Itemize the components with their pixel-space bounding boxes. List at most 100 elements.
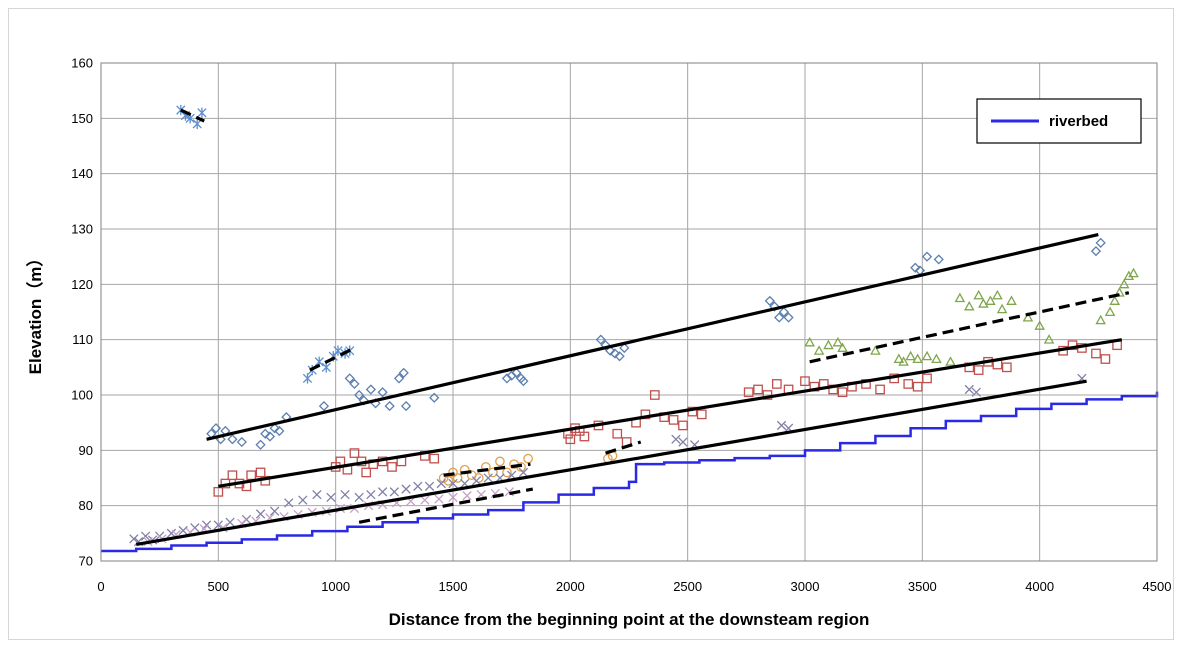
y-tick-label: 70 xyxy=(79,554,93,569)
data-point xyxy=(992,289,1003,300)
data-point xyxy=(448,492,458,503)
data-point xyxy=(302,373,313,384)
data-point xyxy=(192,118,202,130)
data-point xyxy=(349,378,360,390)
data-point xyxy=(413,481,423,491)
riverbed-series xyxy=(101,391,1159,553)
data-point xyxy=(264,431,276,442)
data-point xyxy=(213,486,224,497)
y-tick-label: 150 xyxy=(71,111,93,126)
data-point xyxy=(255,467,266,478)
data-point xyxy=(1067,340,1078,351)
data-point xyxy=(260,428,271,439)
x-tick-label: 3500 xyxy=(908,579,937,594)
data-point xyxy=(298,495,308,505)
x-tick-label: 2500 xyxy=(673,579,702,594)
data-point xyxy=(1128,267,1139,278)
y-tick-label: 90 xyxy=(79,443,93,458)
data-point xyxy=(832,336,844,347)
data-point xyxy=(197,107,207,118)
point-series-square xyxy=(213,340,1122,497)
data-point xyxy=(312,489,322,500)
data-point xyxy=(931,353,942,364)
data-point xyxy=(696,409,707,420)
data-point xyxy=(246,470,257,481)
data-point xyxy=(771,379,782,389)
trend-line-solid xyxy=(206,232,1099,441)
data-point xyxy=(344,373,355,384)
data-point xyxy=(612,428,623,439)
point-series-x xyxy=(143,487,514,547)
data-point xyxy=(1043,334,1055,344)
data-point xyxy=(595,334,606,345)
data-point xyxy=(365,384,376,395)
trend-line-dashed xyxy=(180,108,205,123)
data-point xyxy=(377,387,388,398)
data-point xyxy=(933,254,944,265)
data-point xyxy=(922,373,932,384)
x-tick-labels: 0 500 1000 1500 2000 2500 3000 3500 4000 4500 xyxy=(97,579,1171,594)
data-point xyxy=(178,525,188,536)
data-point xyxy=(1109,295,1121,305)
data-point xyxy=(778,306,789,318)
data-point xyxy=(996,303,1008,314)
data-point xyxy=(518,376,529,387)
data-point xyxy=(804,336,815,347)
data-point xyxy=(837,387,848,398)
data-point xyxy=(361,467,372,478)
legend: riverbed xyxy=(976,98,1142,144)
data-point xyxy=(609,348,621,359)
data-point xyxy=(1001,362,1012,373)
data-point xyxy=(366,489,376,500)
data-point xyxy=(1034,320,1045,330)
data-point xyxy=(668,415,679,425)
data-point xyxy=(424,481,435,491)
data-point xyxy=(462,491,472,501)
x-tick-label: 2000 xyxy=(556,579,585,594)
y-tick-label: 80 xyxy=(79,498,93,513)
trend-line-solid xyxy=(135,379,1087,546)
data-point xyxy=(800,376,810,387)
data-point xyxy=(985,295,996,305)
data-point xyxy=(448,478,458,489)
trend-line-dashed xyxy=(443,462,531,477)
data-point xyxy=(1095,314,1106,325)
y-tick-label: 110 xyxy=(72,332,93,347)
data-point xyxy=(318,400,330,412)
data-point xyxy=(614,351,625,362)
data-point xyxy=(619,342,630,354)
data-point xyxy=(354,389,365,401)
trend-line-dashed xyxy=(358,487,534,524)
chart-frame: 0 500 1000 1500 2000 2500 3000 3500 4000 4500 70 8… xyxy=(8,8,1174,640)
point-series-diamond xyxy=(206,237,1106,450)
data-point xyxy=(753,384,763,395)
x-tick-label: 1500 xyxy=(439,579,468,594)
data-point xyxy=(1095,237,1106,248)
data-point xyxy=(875,384,885,395)
y-tick-label: 160 xyxy=(71,56,93,71)
data-point xyxy=(971,387,981,397)
data-point xyxy=(213,520,223,530)
data-point xyxy=(870,345,881,355)
data-point xyxy=(837,342,848,352)
data-point xyxy=(1090,246,1102,257)
data-point xyxy=(401,484,411,494)
data-point xyxy=(436,478,446,489)
data-point xyxy=(274,425,285,437)
data-point xyxy=(671,434,681,444)
data-point xyxy=(954,292,966,303)
x-tick-label: 1000 xyxy=(321,579,350,594)
point-series-circle xyxy=(438,451,618,486)
y-tick-label: 100 xyxy=(71,388,93,403)
x-tick-label: 3000 xyxy=(791,579,820,594)
data-point xyxy=(354,492,364,503)
y-axis-title: Elevation（m） xyxy=(25,250,45,375)
data-point xyxy=(269,506,280,516)
data-point xyxy=(434,494,444,504)
legend-label-riverbed: riverbed xyxy=(1049,113,1108,130)
data-point xyxy=(769,301,780,312)
data-point xyxy=(678,437,688,447)
data-point xyxy=(384,400,395,412)
data-point xyxy=(321,362,331,373)
data-point xyxy=(978,298,989,308)
